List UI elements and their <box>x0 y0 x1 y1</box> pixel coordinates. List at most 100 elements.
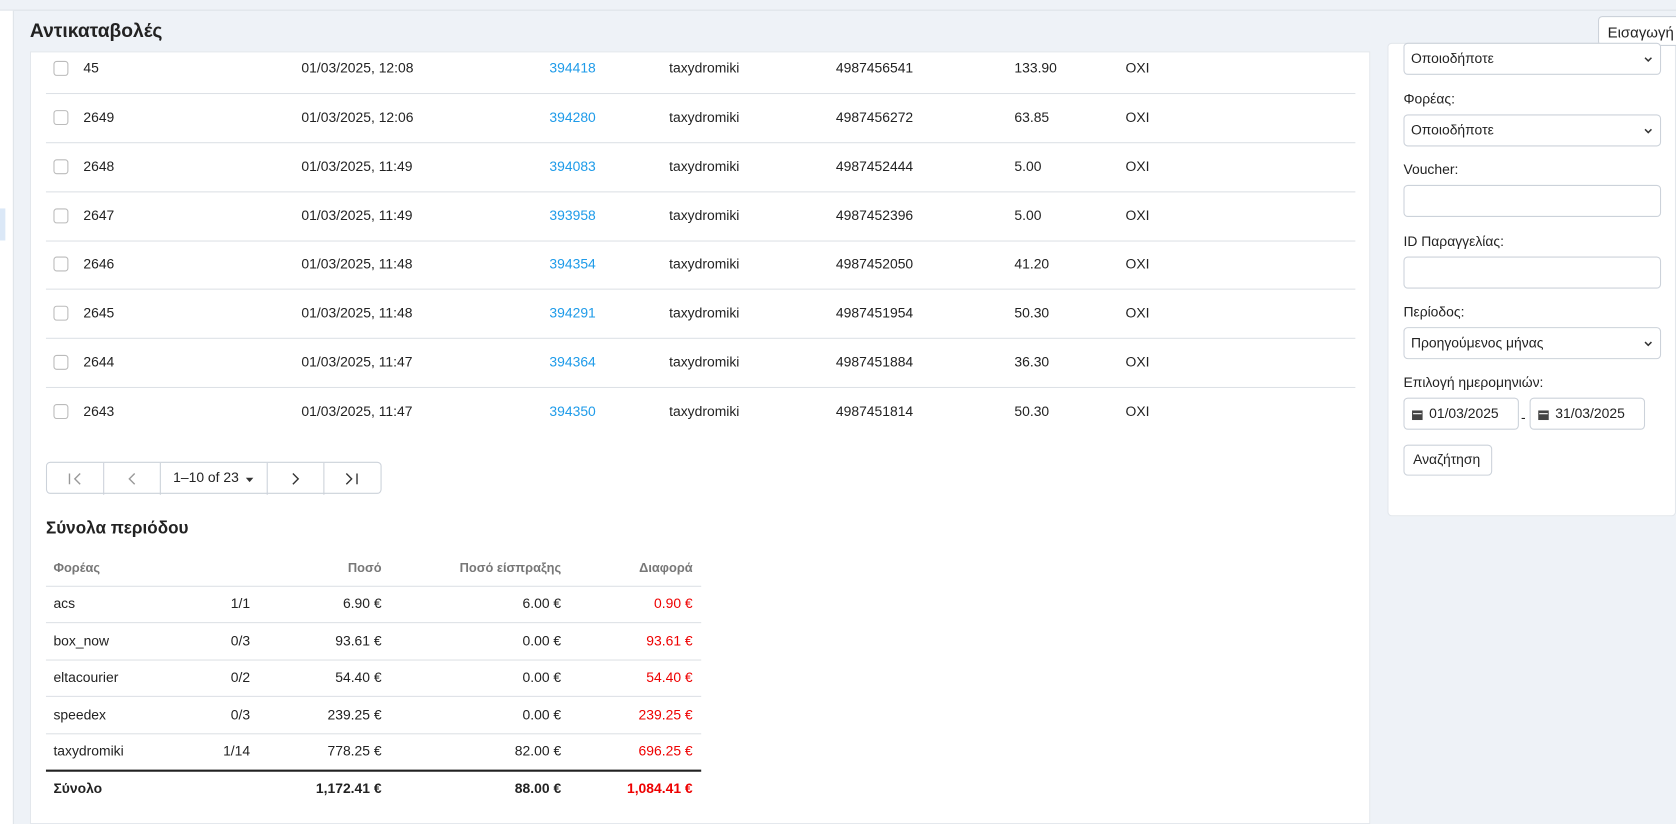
totals-cell: 1/14 <box>223 743 251 760</box>
totals-cell: 6.90 € <box>342 595 382 612</box>
row-checkbox[interactable] <box>53 109 69 125</box>
order-row-id: 45 <box>83 59 99 76</box>
status: OXI <box>1125 353 1150 370</box>
carrier: taxydromiki <box>669 108 740 125</box>
totals-divider <box>45 585 702 587</box>
status: OXI <box>1125 59 1150 76</box>
search-button-frame[interactable] <box>1403 444 1493 476</box>
order-link[interactable]: 394350 <box>549 402 596 419</box>
order-date: 01/03/2025, 11:48 <box>301 255 413 272</box>
date-value[interactable]: 31/03/2025 <box>1555 405 1625 422</box>
filter-label: ID Παραγγελίας: <box>1403 233 1504 250</box>
select[interactable] <box>1403 327 1662 360</box>
filter-label: Επιλογή ημερομηνιών: <box>1403 374 1544 391</box>
voucher: 4987452050 <box>835 255 914 272</box>
totals-header: Ποσό είσπραξης <box>459 560 562 576</box>
voucher: 4987452396 <box>835 206 914 223</box>
top-border <box>0 9 1676 11</box>
amount: 63.85 <box>1014 108 1050 125</box>
amount: 5.00 <box>1014 157 1042 174</box>
row-divider <box>45 387 1356 389</box>
status: OXI <box>1125 108 1150 125</box>
date-input[interactable] <box>1403 397 1519 430</box>
status: OXI <box>1125 255 1150 272</box>
row-checkbox[interactable] <box>53 207 69 223</box>
totals-footer: 1,172.41 € <box>315 780 382 797</box>
totals-cell: 1/1 <box>230 595 251 612</box>
order-date: 01/03/2025, 11:49 <box>301 206 413 223</box>
order-row-id: 2649 <box>83 108 115 125</box>
totals-cell: eltacourier <box>53 669 119 686</box>
totals-header: Φορέας <box>53 560 101 576</box>
voucher: 4987456272 <box>835 108 914 125</box>
pagination-range[interactable]: 1–10 of 23 <box>173 469 239 486</box>
totals-header: Διαφορά <box>639 560 693 576</box>
totals-cell: 0/3 <box>230 632 251 649</box>
totals-header: Ποσό <box>347 560 382 576</box>
totals-footer: Σύνολο <box>53 780 103 797</box>
date-input[interactable] <box>1529 397 1646 430</box>
order-link[interactable]: 394083 <box>549 157 596 174</box>
totals-cell: 239.25 € <box>638 706 693 723</box>
order-link[interactable]: 394354 <box>549 255 596 272</box>
order-row-id: 2647 <box>83 206 115 223</box>
amount: 50.30 <box>1014 304 1050 321</box>
carrier: taxydromiki <box>669 59 740 76</box>
totals-cell: box_now <box>53 632 110 649</box>
totals-cell: 239.25 € <box>327 706 382 723</box>
order-link[interactable]: 394280 <box>549 108 596 125</box>
order-link[interactable]: 394418 <box>549 59 596 76</box>
order-link[interactable]: 393958 <box>549 206 596 223</box>
totals-divider <box>45 622 702 624</box>
order-date: 01/03/2025, 12:06 <box>301 108 414 125</box>
totals-strong-divider <box>45 770 702 772</box>
row-divider <box>45 92 1356 95</box>
carrier: taxydromiki <box>669 353 740 370</box>
row-divider <box>45 190 1356 193</box>
totals-divider <box>45 659 702 661</box>
select-value[interactable]: Προηγούμενος μήνας <box>1410 334 1544 351</box>
totals-cell: 82.00 € <box>514 743 562 760</box>
select[interactable] <box>1403 114 1662 147</box>
totals-footer: 1,084.41 € <box>626 780 693 797</box>
order-link[interactable]: 394291 <box>549 304 596 321</box>
carrier: taxydromiki <box>669 255 740 272</box>
voucher: 4987451954 <box>835 304 914 321</box>
row-checkbox[interactable] <box>53 354 69 370</box>
select-value[interactable]: Οποιοδήποτε <box>1410 121 1494 138</box>
row-checkbox[interactable] <box>53 305 69 321</box>
carrier: taxydromiki <box>669 206 740 223</box>
totals-cell: speedex <box>53 706 106 723</box>
row-checkbox[interactable] <box>53 403 69 419</box>
totals-cell: 93.61 € <box>335 632 382 649</box>
date-value[interactable]: 01/03/2025 <box>1429 405 1499 422</box>
row-checkbox[interactable] <box>53 60 69 76</box>
order-date: 01/03/2025, 11:47 <box>301 402 413 419</box>
amount: 133.90 <box>1014 59 1057 76</box>
totals-cell: 0.00 € <box>522 706 562 723</box>
order-row-id: 2644 <box>83 353 115 370</box>
import-button[interactable]: Εισαγωγή <box>1598 16 1676 46</box>
amount: 41.20 <box>1014 255 1050 272</box>
totals-cell: 54.40 € <box>646 669 693 686</box>
select-value[interactable]: Οποιοδήποτε <box>1410 50 1494 67</box>
sidebar-marker <box>0 208 6 241</box>
sidebar <box>0 10 14 824</box>
voucher: 4987451884 <box>835 353 914 370</box>
row-checkbox[interactable] <box>53 256 69 272</box>
amount: 36.30 <box>1014 353 1050 370</box>
totals-cell: 0.90 € <box>653 595 693 612</box>
status: OXI <box>1125 402 1150 419</box>
totals-cell: 0.00 € <box>522 632 562 649</box>
order-date: 01/03/2025, 12:08 <box>301 59 414 76</box>
amount: 5.00 <box>1014 206 1042 223</box>
text-input[interactable] <box>1403 256 1662 289</box>
totals-cell: taxydromiki <box>53 743 124 760</box>
select[interactable] <box>1403 42 1662 75</box>
order-link[interactable]: 394364 <box>549 353 596 370</box>
row-checkbox[interactable] <box>53 158 69 174</box>
totals-title: Σύνολα περιόδου <box>45 519 189 538</box>
search-button[interactable]: Αναζήτηση <box>1413 451 1481 468</box>
text-input[interactable] <box>1403 184 1662 217</box>
